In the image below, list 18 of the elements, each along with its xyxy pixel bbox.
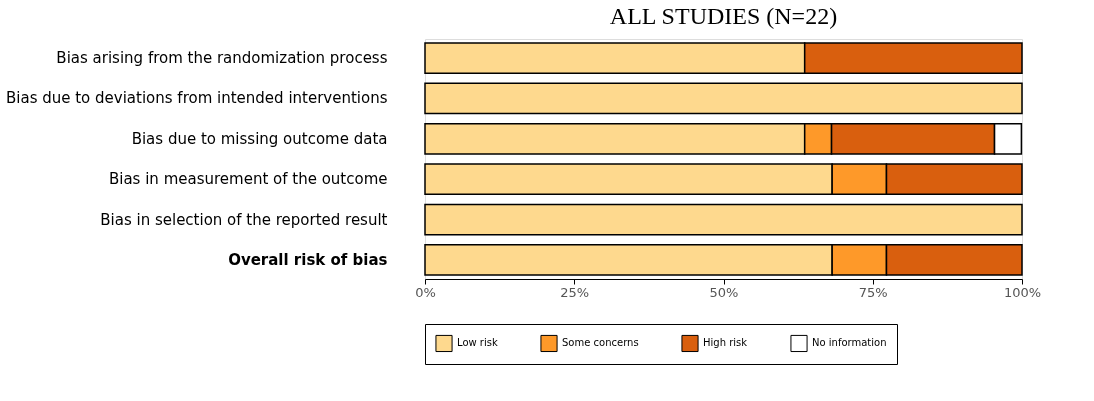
y-tick-label: Overall risk of bias — [228, 250, 388, 269]
legend-label: Low risk — [457, 337, 498, 349]
legend-label: High risk — [703, 337, 748, 349]
legend-label: Some concerns — [562, 337, 639, 349]
y-tick-label: Bias due to missing outcome data — [131, 129, 388, 148]
y-tick-label: Bias due to deviations from intended interventions — [5, 89, 388, 108]
x-tick-label: 75% — [858, 284, 888, 300]
x-tick-label: 50% — [709, 284, 739, 300]
y-tick-label: Bias in measurement of the outcome — [108, 170, 388, 189]
legend-label: No information — [812, 337, 887, 349]
x-tick-label: 25% — [560, 284, 590, 300]
bar — [424, 203, 1023, 236]
x-tick-label: 0% — [415, 284, 436, 300]
y-tick-label: Bias arising from the randomization process — [56, 49, 388, 68]
chart-title: ALL STUDIES (N=22) — [609, 3, 838, 29]
x-tick-label: 100% — [1003, 284, 1042, 300]
y-tick-label: Bias in selection of the reported result — [100, 210, 388, 229]
bar — [424, 82, 1023, 115]
